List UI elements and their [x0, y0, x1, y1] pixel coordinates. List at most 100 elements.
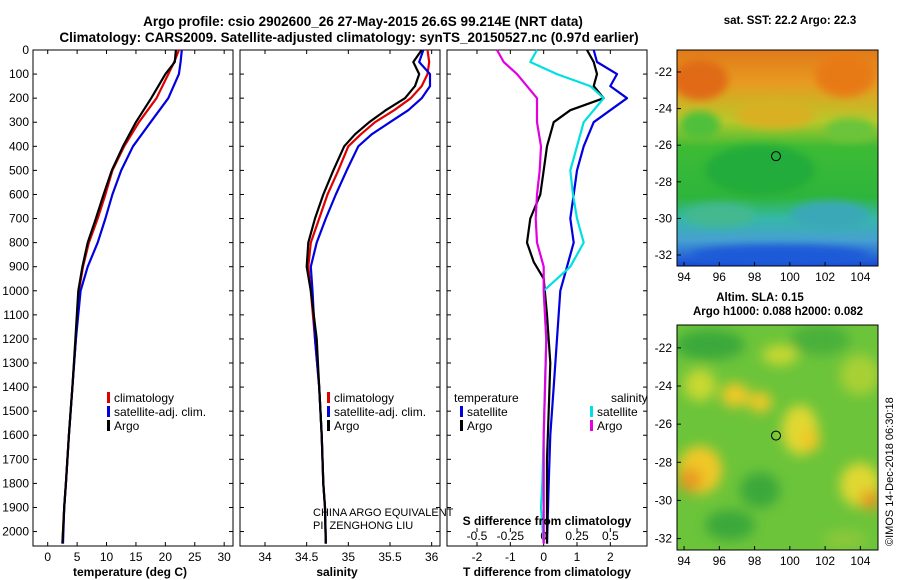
series-line-climatology [307, 49, 431, 544]
x-tick-label: 2 [607, 550, 614, 564]
legend-t-argo-swatch [460, 420, 463, 431]
map-y-tick-label: -32 [655, 532, 673, 546]
credit-line2: PI: ZENGHONG LIU [313, 520, 413, 532]
sst-map-ticks: 94 96 98 100 102 104 -22 -24 -26 -28 -30 -32 [655, 65, 871, 284]
legend-salinity-header: salinity [611, 391, 648, 405]
t-difference-x-ticks: -2 -1 0 1 2 [472, 50, 614, 564]
legend-argo-swatch [107, 420, 110, 431]
difference-panel-frame [446, 49, 648, 547]
map-x-tick-label: 94 [677, 270, 691, 284]
depth-tick-label: 1000 [2, 284, 29, 298]
s-tick-label: 0.5 [602, 529, 619, 543]
map-y-tick-label: -28 [655, 175, 673, 189]
depth-tick-label: 1500 [2, 404, 29, 418]
legend-argo-label: Argo [114, 419, 140, 433]
legend-argo-swatch [327, 420, 330, 431]
x-tick-label: 35.5 [378, 550, 402, 564]
depth-tick-label: 1100 [3, 308, 29, 322]
legend-t-argo-label: Argo [467, 419, 493, 433]
depth-tick-label: 900 [9, 260, 29, 274]
depth-tick-label: 1300 [2, 356, 29, 370]
sla-map-frame [676, 324, 879, 551]
depth-tick-label: 0 [22, 43, 29, 57]
salinity-lines [305, 49, 432, 544]
map-y-tick-label: -24 [655, 379, 673, 393]
map-y-tick-label: -26 [655, 417, 673, 431]
depth-tick-label: 300 [9, 115, 29, 129]
s-difference-x-label: S difference from climatology [463, 514, 632, 528]
depth-tick-label: 1900 [2, 500, 29, 514]
map-x-tick-label: 94 [677, 554, 691, 568]
map-x-tick-label: 100 [780, 270, 800, 284]
depth-tick-label: 2000 [2, 525, 29, 539]
sla-map-title: Altim. SLA: 0.15 [716, 292, 804, 304]
map-x-tick-label: 104 [850, 554, 870, 568]
x-tick-label: 0 [540, 550, 547, 564]
map-y-tick-label: -22 [655, 341, 673, 355]
sst-map-title: sat. SST: 22.2 Argo: 22.3 [724, 15, 857, 27]
salinity-legend: climatology satellite-adj. clim. Argo [327, 391, 426, 433]
s-difference-x-ticks: -0.5 -0.25 0 0.25 0.5 [467, 528, 619, 543]
legend-s-argo-label: Argo [597, 419, 623, 433]
depth-tick-label: 1700 [2, 452, 29, 466]
depth-tick-label: 1400 [2, 380, 29, 394]
legend-t-satellite-label: satellite [467, 405, 508, 419]
legend-s-satellite-swatch [590, 406, 593, 417]
x-tick-label: 25 [188, 550, 202, 564]
legend-argo-label: Argo [334, 419, 360, 433]
series-line-temperature-satellite [545, 49, 629, 544]
legend-s-argo-swatch [590, 420, 593, 431]
series-line-salinity-argo [496, 49, 548, 544]
x-tick-label: 20 [159, 550, 173, 564]
s-tick-label: -0.5 [467, 529, 488, 543]
map-y-tick-label: -26 [655, 138, 673, 152]
depth-tick-label: 700 [9, 212, 29, 226]
legend-s-satellite-label: satellite [597, 405, 638, 419]
sst-argo-location-marker [770, 151, 781, 162]
legend-temperature-header: temperature [454, 391, 519, 405]
map-y-tick-label: -30 [655, 493, 673, 507]
sst-heatmap [677, 50, 878, 266]
map-x-tick-label: 96 [713, 554, 727, 568]
x-tick-label: 34 [258, 550, 272, 564]
depth-axis-ticks [33, 49, 647, 533]
x-tick-label: 36 [425, 550, 439, 564]
depth-tick-label: 500 [9, 163, 29, 177]
depth-axis: 0 100 200 300 400 500 600 700 800 900 1000 1100 1200… [2, 43, 29, 539]
x-tick-label: 35 [342, 550, 356, 564]
series-line-satellite-adj-clim- [61, 49, 183, 544]
map-x-tick-label: 98 [748, 554, 762, 568]
x-tick-label: 0 [44, 550, 51, 564]
x-tick-label: 10 [100, 550, 114, 564]
s-tick-label: 0.25 [565, 529, 589, 543]
depth-tick-label: 1200 [2, 332, 29, 346]
series-line-argo [61, 49, 177, 544]
sla-map-ticks: 94 96 98 100 102 104 -22 -24 -26 -28 -30 -32 [655, 341, 871, 568]
depth-tick-label: 1800 [2, 476, 29, 490]
map-x-tick-label: 96 [713, 270, 727, 284]
legend-satellite-label: satellite-adj. clim. [334, 405, 426, 419]
legend-satellite-swatch [107, 406, 110, 417]
map-x-tick-label: 104 [850, 270, 870, 284]
legend-climatology-label: climatology [114, 391, 174, 405]
x-tick-label: 34.5 [295, 550, 319, 564]
map-x-tick-label: 102 [815, 270, 835, 284]
map-x-tick-label: 98 [748, 270, 762, 284]
depth-tick-label: 1600 [2, 428, 29, 442]
legend-satellite-swatch [327, 406, 330, 417]
depth-tick-label: 100 [9, 67, 29, 81]
legend-climatology-swatch [107, 392, 110, 403]
copyright-timestamp: ©IMOS 14-Dec-2018 06:30:18 [884, 397, 896, 546]
x-tick-label: 5 [74, 550, 81, 564]
temperature-lines [61, 49, 183, 544]
series-line-satellite-adj-clim- [309, 49, 432, 544]
credit-line1: CHINA ARGO EQUIVALENT [313, 507, 454, 519]
x-tick-label: 1 [574, 550, 581, 564]
map-x-tick-label: 102 [815, 554, 835, 568]
temperature-x-label: temperature (deg C) [73, 565, 187, 579]
sla-argo-location-marker [770, 430, 781, 441]
sst-map-frame [676, 49, 879, 267]
map-y-tick-label: -22 [655, 65, 673, 79]
temperature-x-ticks: 0 5 10 15 20 25 30 [44, 50, 231, 564]
